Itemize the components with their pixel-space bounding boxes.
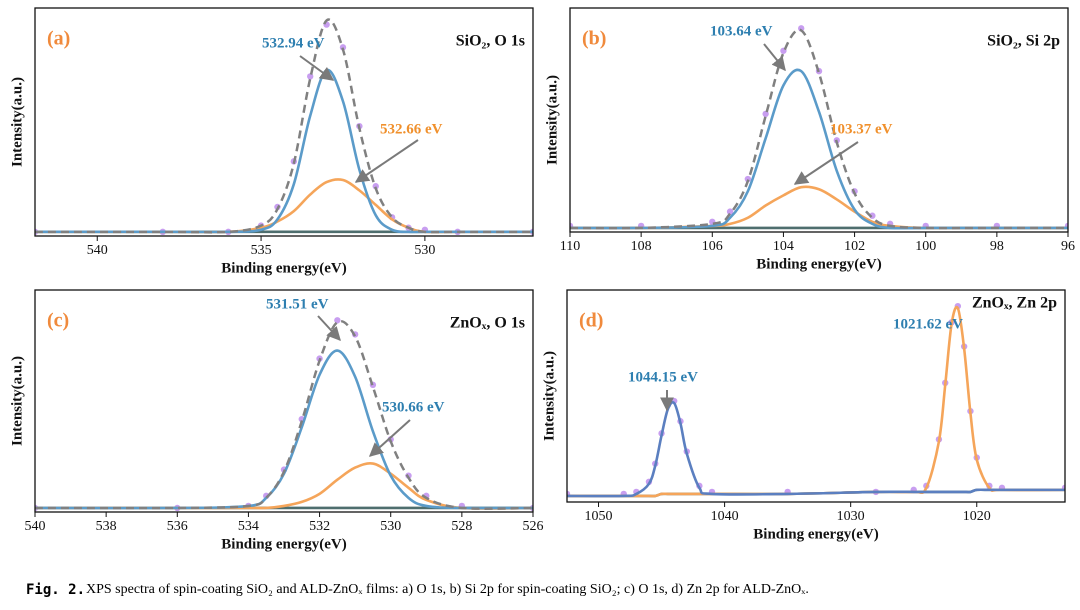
plot-area: [35, 18, 533, 236]
x-tick-label: 534: [238, 519, 259, 534]
y-axis-label: Intensity(a.u.): [9, 77, 25, 167]
plot-area: [567, 302, 1065, 498]
fit-curve: [570, 68, 1068, 230]
annotation-arrow: [354, 139, 419, 183]
annotation-arrow: [763, 43, 786, 72]
x-tick-label: 1040: [711, 509, 739, 524]
x-tick-label: 104: [773, 239, 794, 254]
data-point: [339, 44, 347, 51]
annotation: 103.64 eV: [710, 23, 773, 39]
x-tick-label: 540: [87, 243, 108, 258]
annotation: 103.37 eV: [830, 121, 893, 137]
annotation: 531.51 eV: [266, 296, 329, 312]
data-point: [798, 25, 805, 32]
x-tick-label: 1020: [963, 509, 991, 524]
data-point: [334, 317, 341, 324]
x-tick-label: 108: [631, 239, 652, 254]
x-tick-label: 535: [251, 243, 272, 258]
annotation-arrow: [793, 141, 859, 185]
axes-frame: [34, 289, 534, 513]
annotation: 532.66 eV: [380, 121, 443, 137]
data-point: [762, 110, 769, 118]
fit-curve: [35, 68, 533, 234]
x-tick-label: 96: [1061, 239, 1075, 254]
y-axis-label: Intensity(a.u.): [9, 356, 25, 446]
annotation: 1021.62 eV: [893, 316, 963, 332]
plot-area: [570, 25, 1068, 230]
y-axis-label: Intensity(a.u.): [544, 75, 560, 165]
x-axis-label: Binding energy(eV): [221, 536, 346, 552]
x-tick-label: 530: [414, 243, 435, 258]
panel-title: ZnOₓ, O 1s: [450, 315, 525, 332]
fit-curve: [570, 185, 1068, 230]
x-tick-label: 100: [915, 239, 936, 254]
data-point: [726, 208, 734, 215]
fit-curve: [35, 462, 533, 510]
annotation: 530.66 eV: [382, 399, 445, 415]
panel-label: (b): [582, 28, 606, 50]
annotation-arrow: [317, 315, 341, 342]
panel: 540 538 536 534 532 530 528 526 Binding energy(e…: [9, 289, 544, 552]
data-point: [372, 183, 379, 190]
x-tick-label: 538: [96, 519, 117, 534]
x-axis-label: Binding energy(eV): [753, 526, 878, 542]
x-tick-label: 536: [167, 519, 188, 534]
panel: 1050 1040 1030 1020 Binding energy(eV) Intens…: [541, 289, 1066, 542]
axes-frame: [569, 7, 1069, 233]
x-tick-label: 528: [451, 519, 472, 534]
fit-curve: [35, 320, 533, 510]
panel-title: SiO₂, Si 2p: [987, 33, 1060, 50]
x-axis-label: Binding energy(eV): [221, 260, 346, 276]
annotation-arrow: [299, 55, 335, 81]
panel-label: (c): [47, 310, 69, 332]
x-tick-label: 106: [702, 239, 723, 254]
caption-label: Fig. 2.: [26, 582, 85, 598]
annotation: 532.94 eV: [262, 35, 325, 51]
x-tick-label: 532: [309, 519, 330, 534]
y-axis-label: Intensity(a.u.): [541, 351, 557, 441]
panel: 540 535 530 Binding energy(eV) Intensity(a.u…: [9, 7, 534, 276]
x-tick-label: 1050: [585, 509, 613, 524]
caption-text: XPS spectra of spin-coating SiO₂ and ALD…: [86, 582, 809, 597]
x-tick-label: 110: [560, 239, 580, 254]
x-tick-label: 540: [25, 519, 46, 534]
panel-title: ZnOₓ, Zn 2p: [972, 295, 1057, 312]
x-tick-label: 526: [523, 519, 544, 534]
axes-frame: [566, 289, 1066, 503]
panel-label: (d): [579, 310, 603, 332]
panel-title: SiO₂, O 1s: [456, 33, 525, 50]
panel-label: (a): [47, 28, 70, 50]
fit-curve: [35, 349, 533, 510]
x-tick-label: 530: [380, 519, 401, 534]
annotation: 1044.15 eV: [628, 369, 698, 385]
fit-curve: [570, 28, 1068, 230]
x-tick-label: 1030: [837, 509, 865, 524]
x-tick-label: 98: [990, 239, 1004, 254]
fit-curve: [567, 400, 1065, 498]
plot-area: [35, 317, 533, 512]
fit-curve: [35, 18, 533, 234]
data-point: [307, 73, 314, 80]
x-tick-label: 102: [844, 239, 865, 254]
annotation-arrow: [368, 419, 411, 457]
x-axis-label: Binding energy(eV): [756, 256, 881, 272]
data-point: [744, 175, 752, 183]
axes-frame: [34, 7, 534, 237]
panel: 110 108 106 104 102 100 98 96 Binding energy(eV)…: [544, 7, 1075, 272]
fit-curve: [567, 305, 1065, 498]
